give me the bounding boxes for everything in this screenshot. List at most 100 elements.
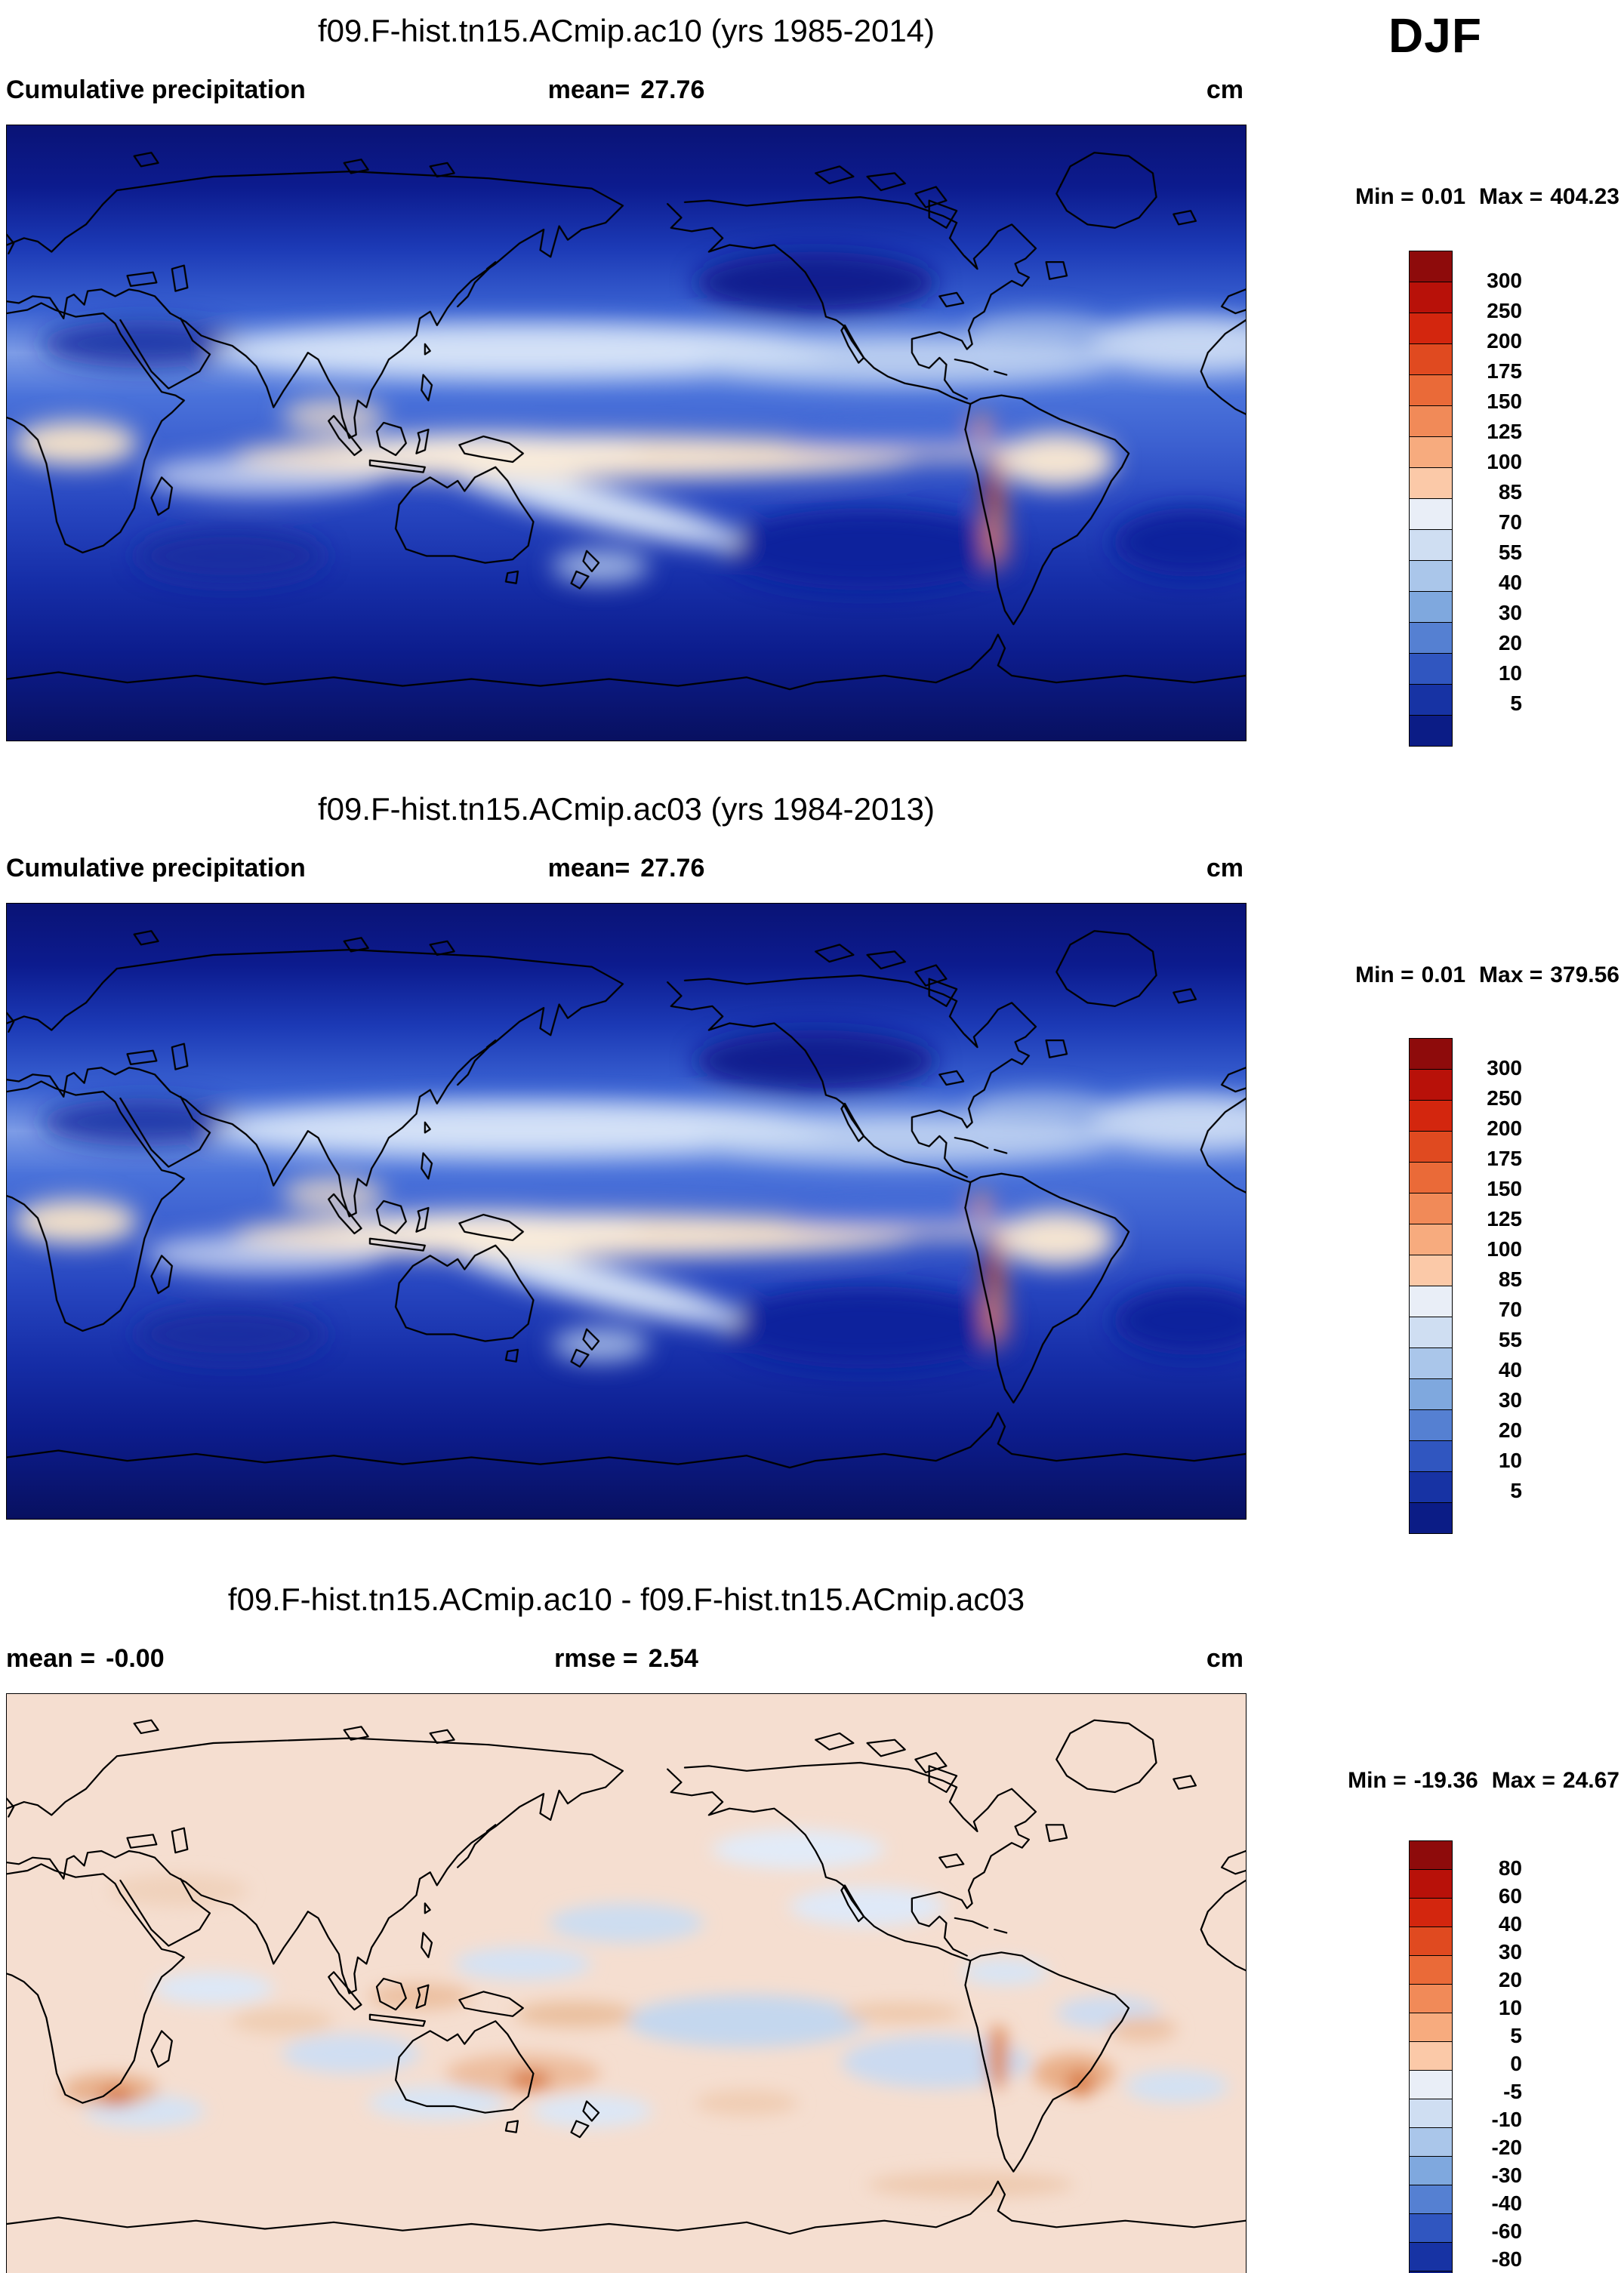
colorbar-tick-label: 70 — [1498, 510, 1522, 534]
colorbar-tick-label: -5 — [1503, 2080, 1522, 2103]
colorbar-cell — [1410, 1984, 1452, 2013]
colorbar-tick-label: 55 — [1498, 541, 1522, 564]
colorbar-tick-label: 85 — [1498, 480, 1522, 504]
colorbar-cell — [1410, 684, 1452, 715]
colorbar-cell — [1410, 251, 1452, 282]
colorbar-tick-label: -10 — [1491, 2108, 1522, 2131]
field-label: Cumulative precipitation — [6, 75, 306, 104]
mean-value: 27.76 — [640, 75, 705, 104]
colorbar-tick-label: 20 — [1498, 1418, 1522, 1442]
colorbar-cell — [1410, 2185, 1452, 2213]
colorbar-cell — [1410, 2013, 1452, 2041]
panel-3-left: f09.F-hist.tn15.ACmip.ac10 - f09.F-hist.… — [6, 1576, 1247, 2273]
colorbar-tick-label: 40 — [1498, 1912, 1522, 1936]
panel-precip-ac03: f09.F-hist.tn15.ACmip.ac03 (yrs 1984-201… — [6, 786, 1624, 1534]
panel-precip-ac10: f09.F-hist.tn15.ACmip.ac10 (yrs 1985-201… — [6, 8, 1624, 747]
min-label: Min = — [1355, 184, 1414, 209]
diff-map — [7, 1694, 1246, 2273]
panel-1-title: f09.F-hist.tn15.ACmip.ac10 (yrs 1985-201… — [317, 13, 935, 48]
colorbar-cell — [1410, 498, 1452, 529]
colorbar-cell — [1410, 1502, 1452, 1533]
colorbar-tick-label: 100 — [1487, 1237, 1522, 1261]
colorbar-tick-label: -60 — [1491, 2219, 1522, 2243]
colorbar-tick-label: 200 — [1487, 329, 1522, 353]
max-label: Max = — [1479, 962, 1543, 987]
colorbar-labels: 80 60 40 30 20 10 5 0 -5 -10 -20 -30 -40 -60 -80 — [1462, 1840, 1522, 2273]
colorbar-cell — [1410, 1841, 1452, 1869]
colorbar-cell — [1410, 1869, 1452, 1898]
mean-label: mean = — [6, 1644, 96, 1673]
min-label: Min = — [1348, 1768, 1407, 1793]
panel-2-title: f09.F-hist.tn15.ACmip.ac03 (yrs 1984-201… — [317, 791, 935, 827]
max-label: Max = — [1491, 1768, 1555, 1793]
map-frame-2 — [6, 903, 1247, 1520]
colorbar-tick-label: 70 — [1498, 1298, 1522, 1321]
colorbar-tick-label: -30 — [1491, 2164, 1522, 2187]
panel-2-right: Min = 0.01 Max = 379.56 300 250 200 175 150 125 1… — [1247, 786, 1624, 1534]
colorbar-tick-label: 40 — [1498, 571, 1522, 594]
panel-2-left: f09.F-hist.tn15.ACmip.ac03 (yrs 1984-201… — [6, 786, 1247, 1534]
colorbar-cell — [1410, 1317, 1452, 1347]
colorbar-tick-label: 30 — [1498, 1388, 1522, 1412]
colorbar-cell — [1410, 2127, 1452, 2156]
colorbar-tick-label: 0 — [1510, 2052, 1522, 2075]
units-label: cm — [1206, 854, 1243, 882]
colorbar-1: 300 250 200 175 150 125 100 85 70 55 40 30 20 10 5 — [1409, 251, 1624, 747]
colorbar-cell — [1410, 405, 1452, 436]
panel-1-right: DJF Min = 0.01 Max = 404.23 300 250 200 175 150… — [1247, 8, 1624, 747]
colorbar-labels: 300 250 200 175 150 125 100 85 70 55 40 30 20 10 5 — [1462, 251, 1522, 734]
colorbar-cell — [1410, 467, 1452, 498]
map-frame-3 — [6, 1693, 1247, 2273]
colorbar-cell — [1410, 560, 1452, 591]
colorbar-cell — [1410, 1378, 1452, 1409]
colorbar-tick-label: 125 — [1487, 1207, 1522, 1230]
colorbar-cell — [1410, 2271, 1452, 2273]
map-frame-1 — [6, 125, 1247, 741]
colorbar-labels: 300 250 200 175 150 125 100 85 70 55 40 30 20 10 5 — [1462, 1038, 1522, 1521]
precip-map-ac03 — [7, 904, 1246, 1519]
colorbar-tick-label: 300 — [1487, 269, 1522, 292]
colorbar-tick-label: 10 — [1498, 661, 1522, 685]
units-label: cm — [1206, 75, 1243, 104]
colorbar-cell — [1410, 653, 1452, 684]
panel-1-header: Cumulative precipitation mean= 27.76 cm — [6, 75, 1247, 105]
min-label: Min = — [1355, 962, 1414, 987]
max-value: 379.56 — [1550, 962, 1619, 987]
colorbar-cell — [1410, 2156, 1452, 2185]
colorbar-cell — [1410, 1898, 1452, 1927]
mean-stat: mean= 27.76 — [548, 75, 705, 105]
colorbar-cell — [1410, 2041, 1452, 2070]
colorbar-cell — [1410, 1471, 1452, 1502]
colorbar-cell — [1410, 436, 1452, 467]
colorbar-tick-label: 250 — [1487, 299, 1522, 322]
field-label: Cumulative precipitation — [6, 854, 306, 882]
colorbar-cell — [1410, 2213, 1452, 2242]
colorbar-tick-label: 10 — [1498, 1996, 1522, 2019]
colorbar-cell — [1410, 313, 1452, 343]
season-label: DJF — [1388, 8, 1482, 63]
colorbar-cell — [1410, 1440, 1452, 1471]
colorbar-cell — [1410, 1255, 1452, 1286]
colorbar-tick-label: 60 — [1498, 1884, 1522, 1908]
colorbar-bar — [1409, 251, 1453, 747]
colorbar-tick-label: 5 — [1510, 2024, 1522, 2047]
colorbar-tick-label: 20 — [1498, 631, 1522, 654]
colorbar-cell — [1410, 1100, 1452, 1131]
rmse-stat: rmse = 2.54 — [554, 1644, 698, 1674]
colorbar-cell — [1410, 1224, 1452, 1255]
min-value: 0.01 — [1421, 962, 1466, 987]
colorbar-tick-label: -20 — [1491, 2136, 1522, 2159]
colorbar-tick-label: 85 — [1498, 1267, 1522, 1291]
min-value: 0.01 — [1421, 184, 1466, 209]
mean-stat: mean = -0.00 — [6, 1644, 554, 1674]
colorbar-cell — [1410, 591, 1452, 622]
colorbar-tick-label: -40 — [1491, 2191, 1522, 2215]
colorbar-cell — [1410, 1347, 1452, 1378]
colorbar-tick-label: 300 — [1487, 1056, 1522, 1080]
rmse-value: 2.54 — [648, 1644, 698, 1673]
colorbar-cell — [1410, 2070, 1452, 2099]
colorbar-cell — [1410, 1193, 1452, 1224]
colorbar-cell — [1410, 282, 1452, 313]
colorbar-tick-label: 150 — [1487, 390, 1522, 413]
